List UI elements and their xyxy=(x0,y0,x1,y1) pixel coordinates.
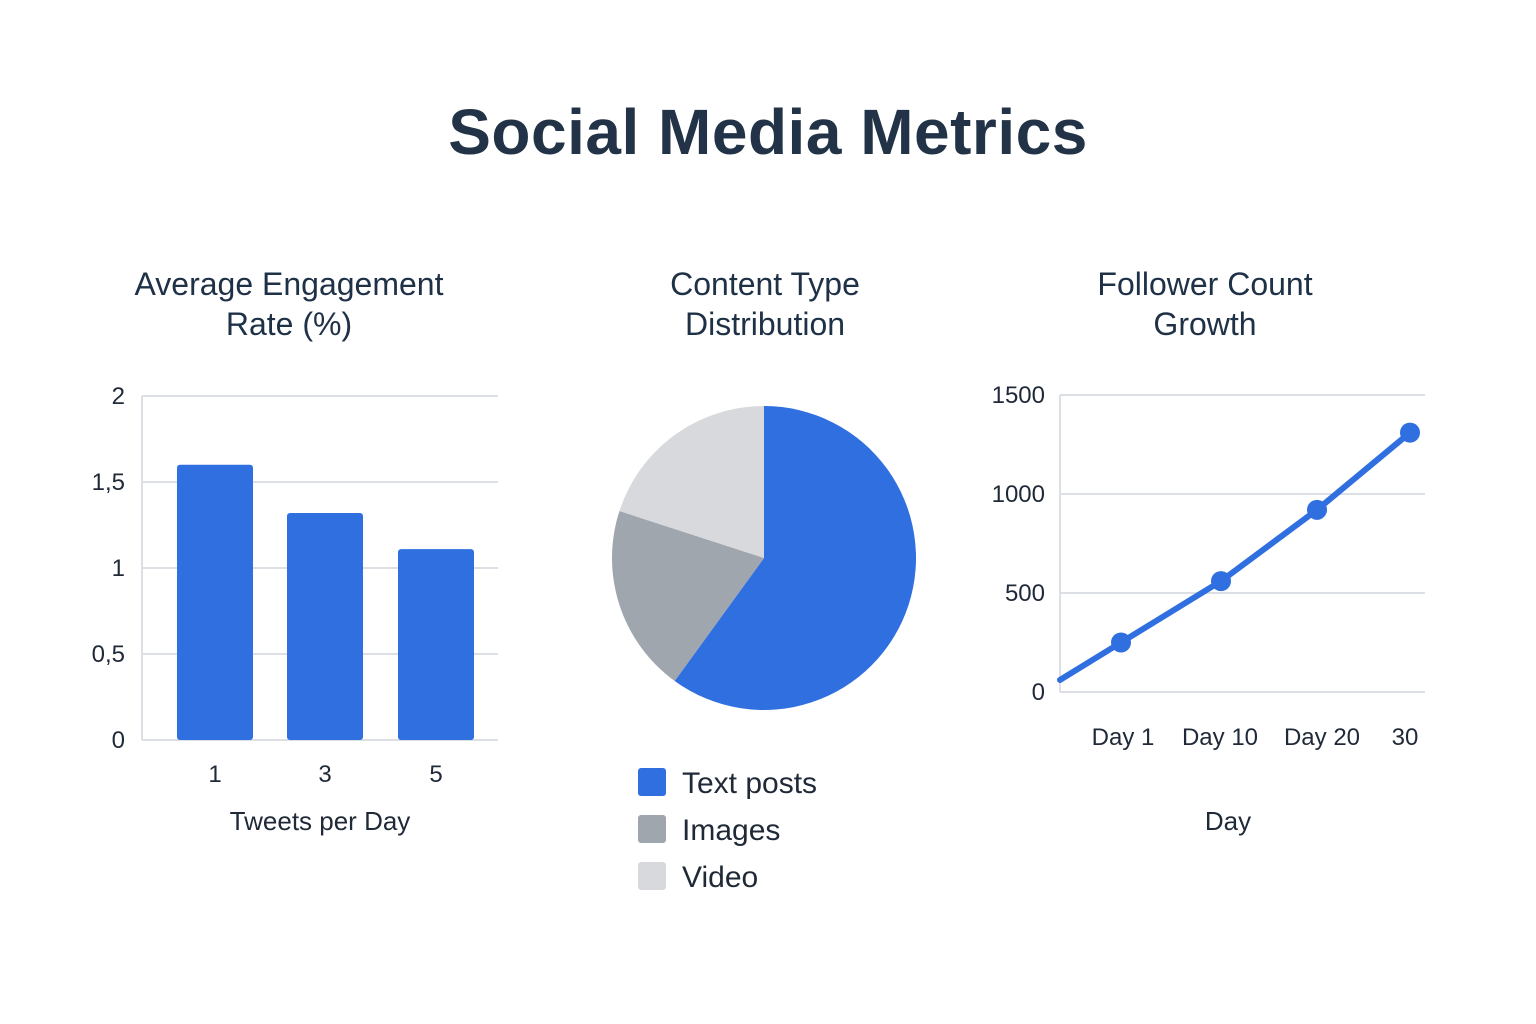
legend-label: Text posts xyxy=(682,767,817,800)
pie-slice-text-posts xyxy=(674,406,916,710)
bar-y-tick-label: 0,5 xyxy=(92,641,125,668)
pie-slice-images xyxy=(612,511,764,681)
line-x-tick-label: Day 10 xyxy=(1182,724,1258,751)
bar-y-tick-label: 1,5 xyxy=(92,469,125,496)
page-title: Social Media Metrics xyxy=(448,96,1088,168)
bar-1 xyxy=(177,464,253,740)
bar-chart-title: Rate (%) xyxy=(226,306,352,342)
line-x-tick-label: Day 20 xyxy=(1284,724,1360,751)
bar-chart: Average Engagement Rate (%) 0 0,5 1 1,5 2 1 3 5 Tw… xyxy=(92,266,498,836)
pie-chart-title: Distribution xyxy=(685,306,845,342)
bar-y-tick-label: 0 xyxy=(112,727,125,754)
bar-x-tick-label: 5 xyxy=(429,761,442,788)
bar-x-tick-label: 1 xyxy=(208,761,221,788)
bar-y-tick-label: 2 xyxy=(112,383,125,410)
line-x-axis-label: Day xyxy=(1205,806,1251,836)
line-y-tick-label: 1500 xyxy=(992,382,1045,409)
line-chart-title: Follower Count xyxy=(1097,266,1312,302)
bar-x-tick-label: 3 xyxy=(318,761,331,788)
bar-3 xyxy=(287,512,363,740)
line-y-tick-label: 500 xyxy=(1005,580,1045,607)
line-x-tick-label: 30 xyxy=(1392,724,1419,751)
line-y-tick-label: 1000 xyxy=(992,481,1045,508)
pie-chart-title: Content Type xyxy=(670,266,860,302)
follower-point xyxy=(1307,499,1327,520)
follower-point xyxy=(1111,632,1131,653)
line-chart-title: Growth xyxy=(1153,306,1256,342)
legend-swatch xyxy=(638,768,666,796)
pie-chart: Content Type Distribution Text posts Images… xyxy=(612,266,916,894)
legend-label: Video xyxy=(682,861,758,894)
line-y-tick-label: 0 xyxy=(1032,679,1045,706)
legend-label: Images xyxy=(682,814,780,847)
bar-x-axis-label: Tweets per Day xyxy=(230,806,411,836)
follower-point xyxy=(1211,571,1231,592)
legend-swatch xyxy=(638,815,666,843)
line-chart: Follower Count Growth 0 500 1000 1500 Day 1 Day… xyxy=(992,266,1425,836)
bar-5 xyxy=(398,549,474,740)
follower-point xyxy=(1400,422,1420,443)
bar-chart-title: Average Engagement xyxy=(135,266,444,302)
bar-y-tick-label: 1 xyxy=(112,555,125,582)
legend-swatch xyxy=(638,862,666,890)
line-x-tick-label: Day 1 xyxy=(1092,724,1155,751)
pie-slice-video xyxy=(619,406,764,558)
